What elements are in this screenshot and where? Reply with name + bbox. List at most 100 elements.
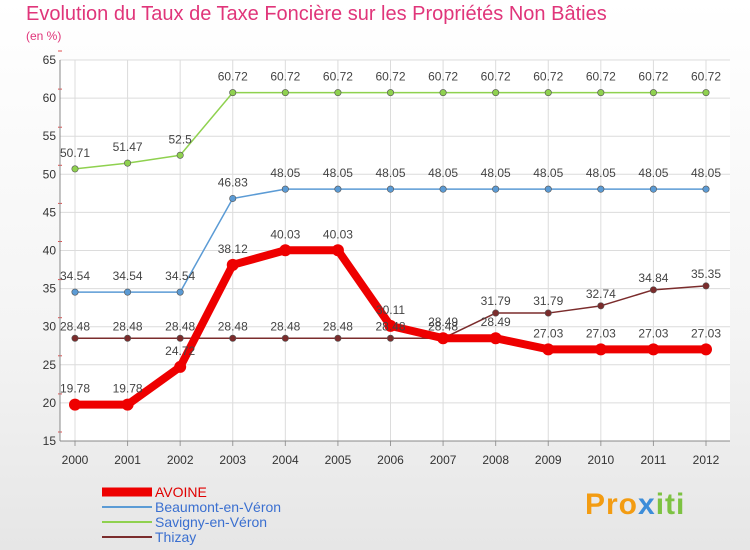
data-point (386, 334, 394, 342)
data-labels: 34.54 34.54 34.54 46.83 48.05 48.05 48.05 48.05… (60, 70, 721, 396)
x-tick-label: 2004 (272, 453, 299, 467)
data-point (647, 343, 660, 356)
data-point (649, 89, 657, 97)
logo-part: iti (655, 488, 686, 521)
data-point (229, 89, 237, 97)
data-label: 19.78 (60, 382, 90, 396)
x-tick-label: 2005 (325, 453, 352, 467)
data-point (229, 334, 237, 342)
data-label: 34.54 (113, 269, 143, 283)
data-point (439, 185, 447, 193)
data-label: 46.83 (218, 175, 248, 189)
x-tick-label: 2007 (430, 453, 457, 467)
data-label: 24.72 (165, 344, 195, 358)
x-tick-label: 2008 (482, 453, 509, 467)
data-label: 48.05 (375, 166, 405, 180)
data-point (386, 89, 394, 97)
data-label: 51.47 (113, 140, 143, 154)
data-point (542, 343, 555, 356)
axes: 15 20 25 30 35 40 45 50 55 60 65 2000 2001 2002 2003 20… (43, 50, 730, 467)
logo-part: x (638, 488, 656, 521)
data-point (386, 185, 394, 193)
data-label: 40.03 (270, 227, 300, 241)
y-tick-label: 25 (43, 358, 57, 372)
x-tick-label: 2001 (114, 453, 141, 467)
data-label: 60.72 (691, 70, 721, 84)
data-point (544, 89, 552, 97)
data-label: 34.54 (165, 269, 195, 283)
data-label: 34.84 (638, 271, 668, 285)
data-label: 34.54 (60, 269, 90, 283)
data-label: 19.78 (113, 382, 143, 396)
data-point (492, 89, 500, 97)
data-label: 31.79 (533, 294, 563, 308)
x-tick-label: 2000 (62, 453, 89, 467)
data-label: 32.74 (586, 287, 616, 301)
x-tick-label: 2009 (535, 453, 562, 467)
series-lines (69, 89, 712, 411)
data-point (597, 302, 605, 310)
data-label: 52.5 (168, 132, 192, 146)
data-label: 35.35 (691, 267, 721, 281)
data-label: 48.05 (691, 166, 721, 180)
data-point (229, 194, 237, 202)
data-label: 28.48 (165, 319, 195, 333)
data-point (331, 244, 344, 257)
chart-subtitle: (en %) (26, 29, 62, 43)
data-label: 60.72 (533, 70, 563, 84)
data-point (334, 89, 342, 97)
data-label: 40.03 (323, 227, 353, 241)
data-point (334, 334, 342, 342)
data-point (439, 89, 447, 97)
data-label: 30.11 (376, 303, 405, 317)
y-tick-label: 50 (43, 167, 57, 181)
data-point (384, 319, 397, 332)
legend-label: AVOINE (155, 484, 207, 500)
data-point (649, 286, 657, 294)
logo-part: Pro (585, 488, 639, 521)
data-label: 48.05 (638, 166, 668, 180)
data-label: 28.48 (218, 319, 248, 333)
x-tick-label: 2003 (219, 453, 246, 467)
data-point (437, 332, 450, 345)
data-point (174, 360, 187, 373)
y-tick-label: 35 (43, 282, 57, 296)
y-tick-label: 55 (43, 129, 57, 143)
data-point (124, 288, 132, 296)
x-tick-label: 2006 (377, 453, 404, 467)
data-point (334, 185, 342, 193)
data-label: 27.03 (691, 326, 721, 340)
data-point (594, 343, 607, 356)
data-point (702, 282, 710, 290)
x-tick-label: 2002 (167, 453, 194, 467)
data-label: 60.72 (218, 70, 248, 84)
data-point (176, 334, 184, 342)
data-label: 28.48 (60, 319, 90, 333)
data-label: 38.12 (218, 242, 248, 256)
data-point (71, 334, 79, 342)
x-tick-label: 2010 (587, 453, 614, 467)
data-label: 48.05 (270, 166, 300, 180)
data-label: 60.72 (481, 70, 511, 84)
data-point (649, 185, 657, 193)
data-point (279, 244, 292, 257)
data-point (544, 309, 552, 317)
data-label: 48.05 (323, 166, 353, 180)
data-point (597, 89, 605, 97)
data-point (71, 288, 79, 296)
y-tick-label: 20 (43, 396, 57, 410)
data-point (492, 309, 500, 317)
data-label: 48.05 (586, 166, 616, 180)
data-point (597, 185, 605, 193)
data-point (492, 185, 500, 193)
legend: AVOINEBeaumont-en-VéronSavigny-en-VéronT… (102, 484, 281, 545)
legend-label: Savigny-en-Véron (155, 514, 267, 530)
data-label: 28.48 (323, 319, 353, 333)
data-point (489, 332, 502, 345)
data-point (544, 185, 552, 193)
data-point (281, 185, 289, 193)
data-point (281, 89, 289, 97)
data-label: 28.48 (428, 319, 458, 333)
data-point (124, 334, 132, 342)
